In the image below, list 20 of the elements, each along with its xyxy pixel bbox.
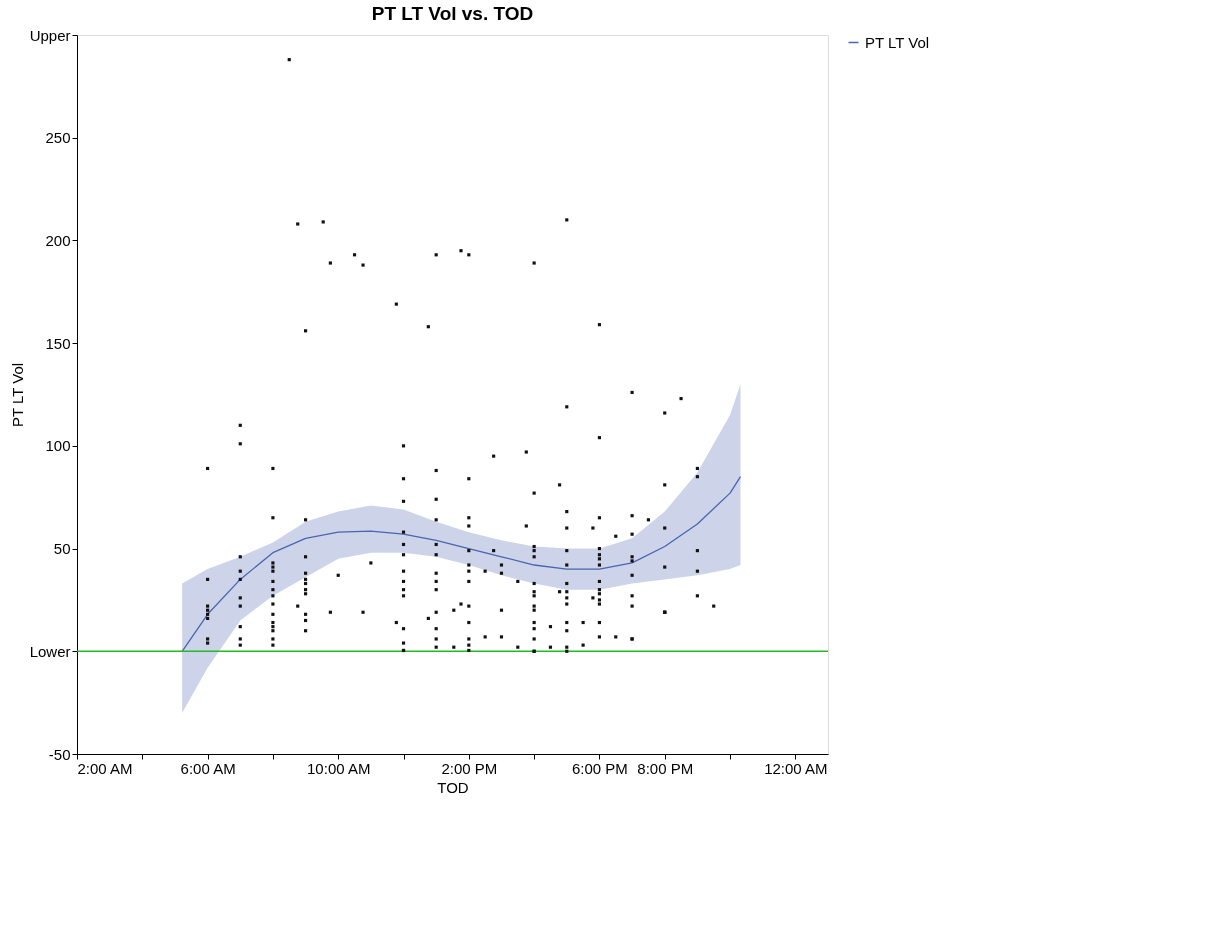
y-tick-label: 100 (45, 437, 71, 455)
y-tick-label: 50 (53, 540, 71, 558)
y-tick-label: Upper (29, 26, 71, 44)
y-tick-label: 150 (45, 334, 71, 352)
legend-label: PT LT Vol (865, 33, 930, 51)
x-tick-label: 6:00 AM (180, 759, 236, 777)
y-tick-label: -50 (48, 745, 71, 763)
x-axis-title: TOD (437, 778, 469, 796)
line-series (181, 476, 742, 652)
chart-title: PT LT Vol vs. TOD (371, 3, 534, 24)
x-tick-label: 2:00 PM (441, 759, 498, 777)
x-tick-label: 6:00 PM (572, 759, 628, 777)
x-tick-label: 2:00 AM (77, 759, 133, 777)
y-tick-label: 250 (45, 129, 71, 147)
y-tick-label: 200 (45, 231, 71, 249)
x-tick-label: 12:00 AM (764, 759, 828, 777)
y-axis-title: PT LT Vol (8, 362, 26, 428)
y-tick-label: Lower (29, 642, 71, 660)
x-tick-label: 10:00 AM (307, 759, 371, 777)
x-tick-label: 8:00 PM (637, 759, 694, 777)
